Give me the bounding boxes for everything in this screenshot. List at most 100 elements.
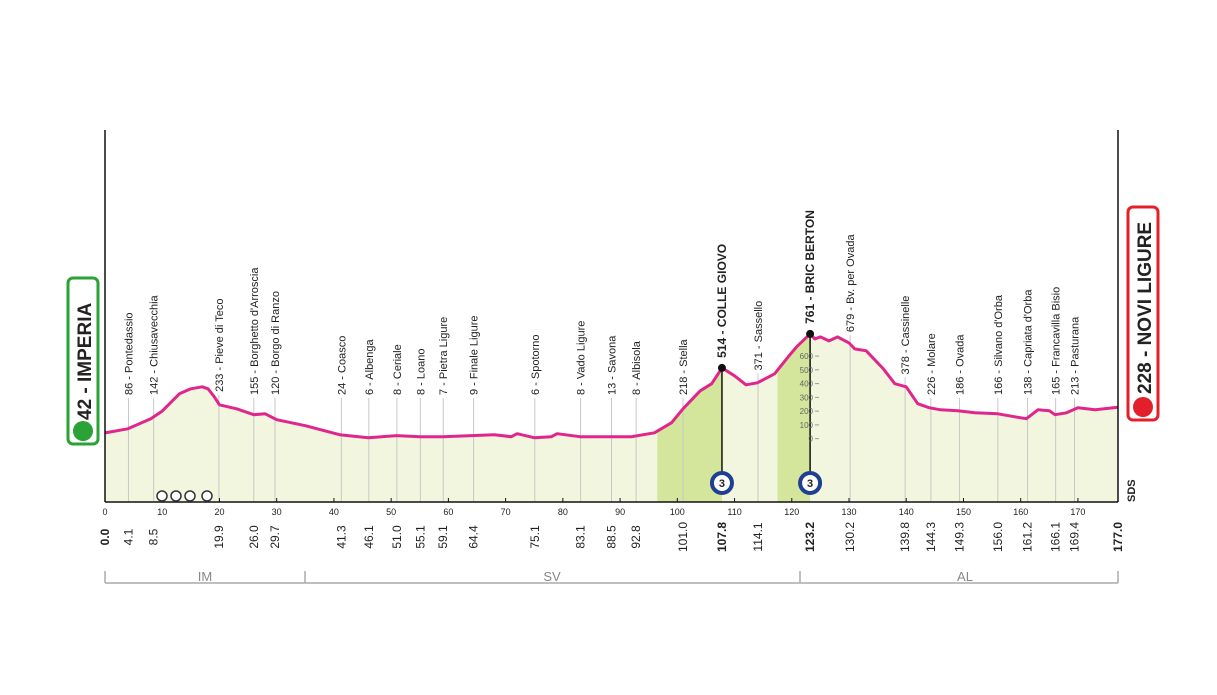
region-label: SV bbox=[543, 569, 561, 584]
category-badge bbox=[798, 471, 823, 495]
place-label: 6 - Albenga bbox=[364, 338, 376, 395]
region-label: AL bbox=[957, 569, 973, 584]
sprint-icons bbox=[156, 490, 213, 502]
km-label: 59.1 bbox=[436, 525, 450, 549]
y-tick-label: 600 bbox=[800, 352, 814, 361]
km-label: 29.7 bbox=[268, 525, 282, 549]
brand: SDS bbox=[1126, 479, 1138, 502]
x-tick-label: 130 bbox=[841, 507, 856, 517]
place-label: 371 - Sassello bbox=[753, 301, 765, 371]
km-label: 169.4 bbox=[1068, 522, 1082, 552]
km-label: 161.2 bbox=[1021, 522, 1035, 552]
x-tick-label: 80 bbox=[558, 507, 568, 517]
km-label: 92.8 bbox=[629, 525, 643, 549]
place-label: 7 - Pietra Ligure bbox=[438, 317, 450, 395]
x-tick-label: 50 bbox=[386, 507, 396, 517]
x-tick-label: 70 bbox=[501, 507, 511, 517]
start-badge bbox=[66, 276, 100, 446]
x-tick-label: 140 bbox=[899, 507, 914, 517]
km-label: 64.4 bbox=[467, 525, 481, 549]
x-tick-label: 120 bbox=[784, 507, 799, 517]
place-label: 24 - Coasco bbox=[336, 336, 348, 395]
y-tick-label: 300 bbox=[800, 393, 814, 402]
place-label: 142 - Chiusavecchia bbox=[149, 294, 161, 395]
climb-label: 761 - BRIC BERTON bbox=[803, 210, 817, 324]
place-label: 218 - Stella bbox=[678, 338, 690, 395]
place-label: 8 - Vado Ligure bbox=[576, 321, 588, 395]
y-tick-label: 500 bbox=[800, 366, 814, 375]
km-label: 144.3 bbox=[924, 522, 938, 552]
finish-icon bbox=[1133, 397, 1153, 417]
km-label: 41.3 bbox=[334, 525, 348, 549]
x-tick-label: 10 bbox=[157, 507, 167, 517]
km-label: 166.1 bbox=[1049, 522, 1063, 552]
km-label: 139.8 bbox=[898, 522, 912, 552]
x-tick-label: 60 bbox=[443, 507, 453, 517]
x-tick-label: 20 bbox=[214, 507, 224, 517]
km-label: 156.0 bbox=[991, 522, 1005, 552]
y-tick-label: 400 bbox=[800, 380, 814, 389]
km-label: 123.2 bbox=[803, 522, 817, 552]
place-label: 8 - Loano bbox=[415, 349, 427, 395]
plot: 86 - Pontedassio 4.1 142 - Chiusavecchia 8.… bbox=[98, 130, 1125, 552]
profile-line bbox=[104, 332, 1119, 440]
x-tick-label: 100 bbox=[670, 507, 685, 517]
km-label: 46.1 bbox=[362, 525, 376, 549]
summit-dot bbox=[806, 329, 815, 338]
km-label: 51.0 bbox=[390, 525, 404, 549]
km-label: 26.0 bbox=[247, 525, 261, 549]
finish-label: 228 - NOVI LIGURE bbox=[1135, 222, 1156, 394]
category-label: 3 bbox=[719, 478, 725, 490]
place-label: 166 - Silvano d'Orba bbox=[993, 294, 1005, 395]
x-tick-label: 40 bbox=[329, 507, 339, 517]
region-label: IM bbox=[198, 569, 212, 584]
place-label: 679 - Bv. per Ovada bbox=[845, 234, 857, 333]
finish-badge bbox=[1126, 205, 1160, 422]
climb-area bbox=[657, 367, 722, 502]
y-tick-label: 0 bbox=[809, 435, 814, 444]
place-label: 13 - Savona bbox=[607, 335, 619, 395]
place-label: 233 - Pieve di Teco bbox=[214, 299, 226, 392]
profile-area bbox=[105, 333, 1118, 502]
place-label: 155 - Borghetto d'Arroscia bbox=[249, 267, 261, 395]
place-label: 213 - Pasturana bbox=[1070, 316, 1082, 395]
place-label: 165 - Francavilla Bisio bbox=[1051, 287, 1063, 395]
y-tick-label: 200 bbox=[800, 407, 814, 416]
start-label: 42 - IMPERIA bbox=[75, 303, 96, 420]
climb-area bbox=[777, 333, 811, 502]
km-label: 75.1 bbox=[528, 525, 542, 549]
place-label: 186 - Ovada bbox=[954, 334, 966, 395]
x-tick-label: 160 bbox=[1013, 507, 1028, 517]
km-label: 107.8 bbox=[715, 522, 729, 552]
x-tick-label: 150 bbox=[956, 507, 971, 517]
place-label: 120 - Borgo di Ranzo bbox=[270, 291, 282, 395]
km-label: 130.2 bbox=[843, 522, 857, 552]
x-tick-label: 30 bbox=[272, 507, 282, 517]
km-label: 149.3 bbox=[952, 522, 966, 552]
x-tick-label: 110 bbox=[727, 507, 741, 517]
place-label: 6 - Spotorno bbox=[530, 334, 542, 395]
category-badge bbox=[709, 471, 734, 495]
place-label: 8 - Ceriale bbox=[392, 344, 404, 395]
region-brackets bbox=[104, 571, 1119, 584]
summit-dot bbox=[717, 363, 726, 372]
x-tick-label: 0 bbox=[102, 507, 107, 517]
y-tick-label: 100 bbox=[800, 421, 814, 430]
km-label: 4.1 bbox=[121, 528, 135, 545]
km-label: 177.0 bbox=[1111, 522, 1125, 552]
x-tick-label: 170 bbox=[1070, 507, 1085, 517]
start-icon bbox=[73, 421, 93, 441]
place-label: 8 - Albisola bbox=[631, 340, 643, 395]
km-label: 83.1 bbox=[574, 525, 588, 549]
place-label: 9 - Finale Ligure bbox=[469, 316, 481, 396]
km-label: 8.5 bbox=[147, 528, 161, 545]
km-label: 0.0 bbox=[98, 528, 112, 545]
category-label: 3 bbox=[807, 478, 813, 490]
km-label: 55.1 bbox=[413, 525, 427, 549]
place-label: 86 - Pontedassio bbox=[123, 312, 135, 395]
place-label: 138 - Capriata d'Orba bbox=[1023, 289, 1035, 395]
x-tick-label: 90 bbox=[615, 507, 625, 517]
km-label: 19.9 bbox=[212, 525, 226, 549]
